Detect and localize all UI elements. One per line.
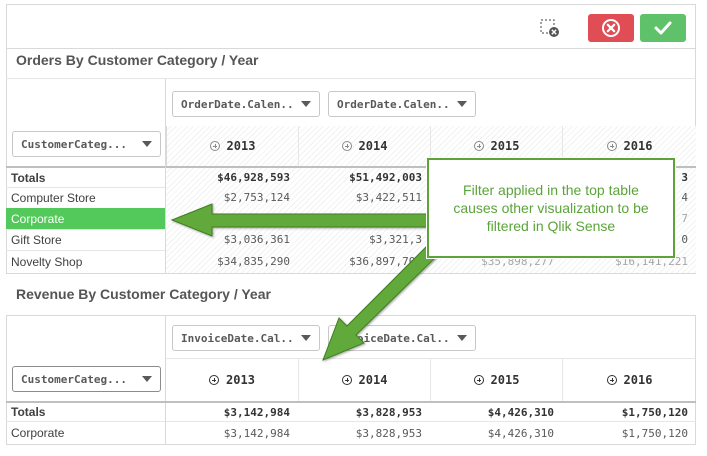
revenue-col-dim-label-2: InvoiceDate.Cal... <box>337 331 449 345</box>
revenue-year-label: 2014 <box>358 373 388 387</box>
expand-plus-icon <box>473 141 484 151</box>
orders-col-divider <box>165 79 166 273</box>
chevron-down-icon <box>301 101 311 107</box>
orders-cell: 4 <box>681 191 688 204</box>
revenue-total-2014: $3,828,953 <box>355 405 422 419</box>
orders-year-2013[interactable]: 2013 <box>166 126 298 166</box>
orders-cell: $3,422,511 <box>355 191 422 204</box>
orders-table-title: Orders By Customer Category / Year <box>16 52 259 68</box>
orders-total-2014: $51,492,003 <box>349 171 422 184</box>
orders-cell: $2,727,157 <box>223 212 290 225</box>
orders-cell: $34,835,290 <box>217 254 290 268</box>
orders-col-dim-label-1: OrderDate.Calen... <box>181 97 293 111</box>
revenue-col-dim-dropdown-2[interactable]: InvoiceDate.Cal... <box>328 325 476 351</box>
orders-year-label: 2014 <box>358 139 388 153</box>
revenue-col-dim-dropdown-1[interactable]: InvoiceDate.Cal... <box>172 325 320 351</box>
revenue-cell: $3,142,984 <box>166 421 298 444</box>
revenue-header-divider <box>6 401 696 403</box>
expand-plus-icon <box>341 141 352 151</box>
orders-row-dim-dropdown[interactable]: CustomerCateg... <box>12 131 161 157</box>
orders-row-novelty-shop[interactable]: Novelty Shop <box>6 250 165 272</box>
revenue-year-2014[interactable]: 2014 <box>298 359 430 401</box>
expand-plus-icon <box>209 141 220 151</box>
revenue-totals-label: Totals <box>11 405 46 419</box>
revenue-cell: $3,828,953 <box>298 421 430 444</box>
confirm-selection-button[interactable] <box>640 14 686 42</box>
clear-selections-icon <box>540 19 559 37</box>
selection-toolbar <box>6 4 696 48</box>
revenue-total-2016: $1,750,120 <box>621 405 688 419</box>
chevron-down-icon <box>142 141 152 147</box>
orders-year-2014[interactable]: 2014 <box>298 126 430 166</box>
orders-cell: $3,321,3 <box>369 233 422 246</box>
revenue-row-dim-label: CustomerCateg... <box>21 372 127 386</box>
orders-year-2016[interactable]: 2016 <box>562 126 696 166</box>
orders-cell: $36,897,708 <box>349 254 422 268</box>
orders-row-computer-store[interactable]: Computer Store <box>6 187 165 208</box>
cancel-x-icon <box>602 19 620 37</box>
expand-plus-icon <box>473 375 484 385</box>
revenue-total-2013: $3,142,984 <box>223 405 290 419</box>
expand-plus-icon <box>209 375 220 385</box>
clear-selections-button[interactable] <box>536 14 564 42</box>
revenue-col-divider <box>165 316 166 444</box>
orders-row-dim-label: CustomerCateg... <box>21 137 127 151</box>
revenue-row-corporate[interactable]: Corporate <box>6 421 165 444</box>
orders-year-label: 2013 <box>226 139 256 153</box>
orders-year-2015[interactable]: 2015 <box>430 126 562 166</box>
chevron-down-icon <box>457 101 467 107</box>
orders-total-2013: $46,928,593 <box>217 171 290 184</box>
revenue-year-label: 2015 <box>490 373 520 387</box>
checkmark-icon <box>654 21 672 35</box>
orders-title-divider <box>6 78 696 79</box>
annotation-callout-text: Filter applied in the top table causes o… <box>453 182 649 234</box>
orders-cell: $3,036,361 <box>223 233 290 246</box>
orders-col-dim-dropdown-2[interactable]: OrderDate.Calen... <box>328 91 476 117</box>
revenue-table-title: Revenue By Customer Category / Year <box>16 286 271 302</box>
revenue-cell: $1,750,120 <box>562 421 696 444</box>
revenue-year-label: 2013 <box>226 373 255 387</box>
revenue-year-2013[interactable]: 2013 <box>166 359 298 401</box>
cancel-selection-button[interactable] <box>588 14 634 42</box>
orders-total-2016: 3 <box>681 171 688 184</box>
orders-header-divider <box>6 166 696 168</box>
chevron-down-icon <box>301 335 311 341</box>
revenue-cell: $4,426,310 <box>430 421 562 444</box>
expand-plus-icon <box>341 375 352 385</box>
expand-plus-icon <box>606 375 617 385</box>
revenue-row-dim-dropdown[interactable]: CustomerCateg... <box>12 366 161 392</box>
orders-col-dim-label-2: OrderDate.Calen... <box>337 97 449 111</box>
orders-year-label: 2016 <box>623 139 653 153</box>
revenue-year-2015[interactable]: 2015 <box>430 359 562 401</box>
orders-col-dim-dropdown-1[interactable]: OrderDate.Calen... <box>172 91 320 117</box>
chevron-down-icon <box>142 376 152 382</box>
orders-year-label: 2015 <box>490 139 520 153</box>
chevron-down-icon <box>457 335 467 341</box>
orders-row-gift-store[interactable]: Gift Store <box>6 229 165 250</box>
orders-cell: 7 <box>681 212 688 225</box>
orders-cell: 0 <box>681 233 688 246</box>
expand-plus-icon <box>606 141 617 151</box>
revenue-total-2015: $4,426,310 <box>487 405 554 419</box>
orders-cell: $3,430,617 <box>355 212 422 225</box>
orders-totals-label: Totals <box>11 170 46 185</box>
revenue-year-label: 2016 <box>623 373 653 387</box>
revenue-year-2016[interactable]: 2016 <box>562 359 696 401</box>
orders-row-corporate-selected[interactable]: Corporate <box>6 208 165 229</box>
orders-cell: $2,753,124 <box>223 191 290 204</box>
revenue-col-dim-label-1: InvoiceDate.Cal... <box>181 331 293 345</box>
annotation-callout: Filter applied in the top table causes o… <box>427 158 675 258</box>
